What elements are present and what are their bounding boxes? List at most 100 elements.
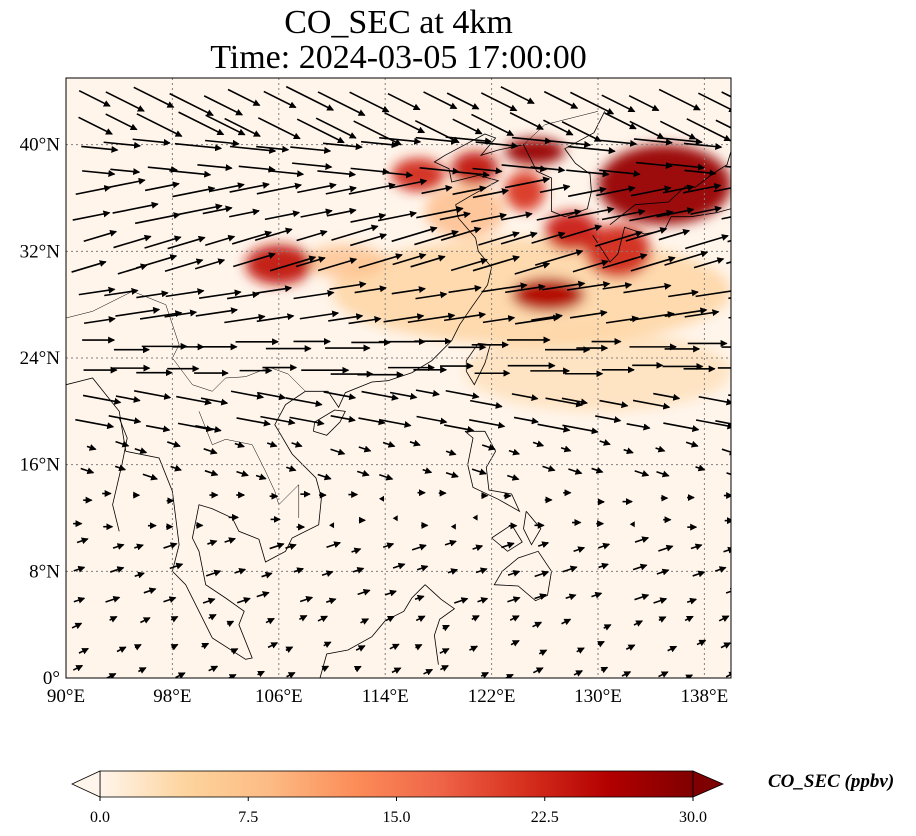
wind-vector — [621, 671, 632, 678]
wind-vector — [531, 231, 566, 244]
wind-vector — [566, 169, 610, 178]
wind-vector — [511, 393, 539, 402]
wind-vector — [358, 417, 386, 426]
y-tick-label: 24°N — [20, 348, 61, 369]
wind-vector — [469, 418, 506, 429]
wind-vector — [452, 185, 487, 196]
wind-vector — [602, 282, 633, 290]
wind-vector — [72, 210, 111, 221]
colorbar-extend-min — [71, 770, 101, 798]
wind-vector — [354, 285, 387, 294]
wind-vector — [414, 594, 425, 602]
wind-vector — [134, 571, 145, 579]
wind-vector — [481, 282, 528, 293]
wind-vector — [321, 570, 334, 577]
y-tick-label: 8°N — [29, 561, 60, 582]
wind-vector — [224, 313, 266, 324]
y-tick-label: 0° — [43, 668, 60, 689]
wind-vector — [285, 646, 294, 653]
wind-vector — [415, 136, 459, 145]
wind-vector — [542, 280, 586, 291]
wind-vector — [208, 614, 217, 621]
wind-vector — [109, 566, 125, 573]
wind-vector — [508, 448, 521, 456]
wind-vector — [321, 665, 330, 673]
wind-vector — [539, 184, 571, 194]
wind-vector — [690, 205, 722, 215]
wind-vector — [323, 641, 332, 648]
wind-vector — [203, 447, 218, 455]
wind-vector — [692, 570, 706, 578]
wind-vector — [105, 113, 138, 131]
wind-vector — [596, 185, 636, 197]
wind-vector — [626, 423, 651, 431]
wind-vector — [112, 201, 159, 214]
wind-vector — [234, 441, 245, 449]
wind-vector — [174, 142, 223, 152]
wind-vector — [175, 672, 186, 678]
wind-vector — [385, 615, 395, 623]
wind-vector — [71, 260, 107, 273]
wind-vector — [532, 440, 545, 448]
wind-vector — [537, 423, 571, 433]
wind-vector — [478, 231, 520, 246]
wind-vector — [568, 468, 583, 475]
wind-vector — [562, 424, 599, 435]
wind-vector — [236, 597, 251, 604]
wind-vector — [290, 146, 332, 154]
wind-vector — [507, 569, 521, 577]
wind-vector — [567, 206, 615, 219]
wind-vector — [105, 595, 121, 603]
wind-vector — [602, 253, 648, 269]
wind-vector — [501, 211, 533, 221]
wind-vector — [407, 312, 456, 324]
wind-vector — [599, 169, 641, 178]
wind-vector — [72, 664, 84, 672]
wind-vector — [256, 391, 287, 401]
wind-vector — [471, 615, 480, 622]
wind-vector — [601, 94, 636, 113]
concentration-region — [391, 158, 446, 192]
wind-vector — [562, 565, 578, 573]
wind-vector — [266, 440, 278, 448]
wind-vector — [695, 464, 706, 472]
wind-vector — [165, 288, 205, 298]
wind-vector — [352, 567, 365, 574]
wind-vector — [452, 170, 490, 179]
wind-vector — [599, 399, 629, 409]
wind-vector — [387, 92, 421, 111]
colorbar-label: CO_SEC (ppbv) — [768, 771, 895, 792]
wind-vector — [625, 227, 668, 242]
wind-vector — [442, 624, 450, 632]
colorbar-extend-max — [692, 770, 725, 798]
wind-vector — [115, 306, 161, 317]
wind-vector — [389, 391, 418, 400]
wind-vector — [78, 286, 116, 296]
wind-vector — [82, 394, 122, 405]
wind-vector — [286, 671, 296, 678]
wind-vector — [382, 441, 396, 448]
wind-vector — [200, 397, 229, 406]
wind-vector — [73, 565, 86, 573]
wind-vector — [723, 546, 731, 554]
wind-vector — [415, 389, 440, 397]
wind-vector — [330, 414, 356, 423]
wind-vector — [353, 120, 402, 146]
wind-vector — [658, 616, 667, 623]
wind-vector — [481, 443, 496, 451]
wind-vector — [293, 567, 305, 574]
wind-vector — [663, 422, 700, 432]
wind-vector — [421, 185, 453, 195]
wind-vector — [269, 542, 285, 550]
wind-vector — [636, 161, 673, 170]
wind-vector — [440, 226, 482, 241]
wind-vector — [630, 185, 672, 197]
wind-vector — [446, 92, 480, 110]
wind-vector — [326, 207, 357, 217]
wind-vector — [382, 171, 414, 179]
wind-vector — [560, 445, 572, 453]
wind-vector — [361, 390, 399, 401]
wind-vector — [634, 536, 650, 543]
wind-vector — [76, 537, 89, 545]
wind-vector — [205, 139, 240, 147]
